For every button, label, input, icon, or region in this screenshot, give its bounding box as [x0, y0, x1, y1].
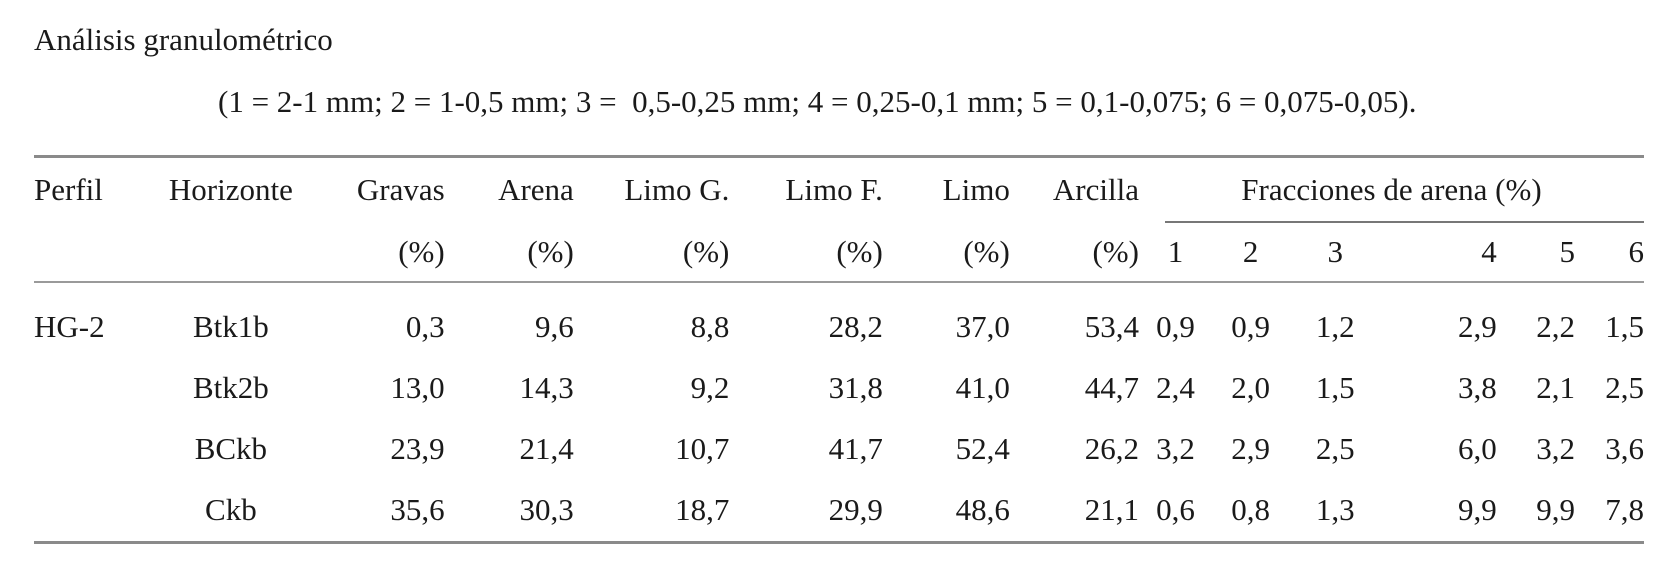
cell-arcilla: 44,7 — [1084, 370, 1139, 405]
fraction-number-5: 5 — [1559, 233, 1576, 269]
cell-fraction-3: 1,3 — [1315, 492, 1355, 527]
header-limo: Limo — [942, 172, 1010, 207]
cell-limo-g: 18,7 — [675, 492, 730, 527]
cell-fraction-2: 2,0 — [1231, 370, 1270, 405]
cell-fraction-6: 2,5 — [1605, 370, 1644, 405]
header-perfil: Perfil — [34, 172, 103, 207]
unit-limo: (%) — [963, 233, 1010, 269]
cell-limo-f: 41,7 — [828, 431, 883, 466]
cell-limo-g: 9,2 — [690, 370, 730, 405]
cell-fraction-5: 3,2 — [1536, 431, 1576, 466]
fraction-number-1: 1 — [1167, 233, 1184, 269]
cell-fraction-1: 3,2 — [1156, 431, 1195, 466]
top-rule — [34, 155, 1644, 158]
table-row: Btk2b 13,0 14,3 9,2 31,8 41,0 44,7 2,4 2… — [34, 357, 1644, 418]
fraction-number-2: 2 — [1242, 233, 1259, 269]
header-row-1: Perfil Horizonte Gravas Arena Limo G. Li… — [34, 158, 1644, 221]
header-rule — [34, 281, 1644, 283]
cell-limo-g: 8,8 — [690, 309, 730, 344]
cell-perfil — [34, 357, 140, 418]
header-gravas: Gravas — [356, 172, 445, 207]
cell-limo-f: 29,9 — [828, 492, 883, 527]
cell-perfil: HG-2 — [34, 309, 105, 344]
cell-arcilla: 53,4 — [1084, 309, 1139, 344]
cell-arena: 30,3 — [519, 492, 574, 527]
header-empty-cell — [140, 221, 322, 281]
cell-fraction-4: 6,0 — [1457, 431, 1497, 466]
cell-perfil — [34, 418, 140, 479]
cell-arena: 9,6 — [535, 309, 574, 344]
cell-fraction-3: 1,2 — [1315, 309, 1355, 344]
unit-arcilla: (%) — [1092, 233, 1139, 269]
cell-fraction-5: 2,2 — [1536, 309, 1576, 344]
cell-horizonte: Ckb — [205, 492, 257, 527]
header-horizonte: Horizonte — [168, 172, 293, 207]
cell-arena: 21,4 — [519, 431, 574, 466]
cell-fraction-5: 2,1 — [1536, 370, 1576, 405]
table-subtitle: (1 = 2-1 mm; 2 = 1-0,5 mm; 3 = 0,5-0,25 … — [218, 84, 1417, 119]
cell-limo: 48,6 — [955, 492, 1010, 527]
header-limo-f: Limo F. — [785, 172, 883, 207]
fractions-group-rule — [1165, 221, 1644, 223]
table-row: Ckb 35,6 30,3 18,7 29,9 48,6 21,1 0,6 0,… — [34, 479, 1644, 540]
cell-gravas: 35,6 — [390, 492, 445, 527]
unit-limo-f: (%) — [836, 233, 883, 269]
cell-fraction-4: 3,8 — [1457, 370, 1497, 405]
cell-limo-g: 10,7 — [675, 431, 730, 466]
cell-fraction-2: 0,8 — [1231, 492, 1270, 527]
header-arcilla: Arcilla — [1052, 172, 1139, 207]
cell-fraction-5: 9,9 — [1536, 492, 1576, 527]
cell-horizonte: BCkb — [194, 431, 268, 466]
cell-arena: 14,3 — [519, 370, 574, 405]
cell-fraction-6: 7,8 — [1605, 492, 1644, 527]
fraction-number-4: 4 — [1481, 233, 1497, 269]
table-row: BCkb 23,9 21,4 10,7 41,7 52,4 26,2 3,2 2… — [34, 418, 1644, 479]
bottom-rule — [34, 541, 1644, 544]
header-row-2: (%) (%) (%) (%) (%) (%) 1 2 3 4 5 6 — [34, 221, 1644, 281]
header-arena: Arena — [498, 172, 574, 207]
cell-gravas: 0,3 — [405, 309, 445, 344]
unit-gravas: (%) — [398, 233, 445, 269]
cell-limo: 41,0 — [955, 370, 1010, 405]
cell-arcilla: 26,2 — [1084, 431, 1139, 466]
unit-limo-g: (%) — [682, 233, 730, 269]
granulometry-table: Perfil Horizonte Gravas Arena Limo G. Li… — [34, 158, 1644, 540]
table-title: Análisis granulométrico — [34, 22, 333, 57]
cell-arcilla: 21,1 — [1084, 492, 1139, 527]
header-fracciones: Fracciones de arena (%) — [1241, 172, 1542, 207]
cell-fraction-4: 9,9 — [1457, 492, 1497, 527]
cell-fraction-1: 2,4 — [1156, 370, 1195, 405]
cell-fraction-3: 1,5 — [1315, 370, 1355, 405]
fraction-number-6: 6 — [1628, 233, 1645, 269]
cell-fraction-3: 2,5 — [1315, 431, 1355, 466]
header-limo-g: Limo G. — [624, 172, 730, 207]
cell-fraction-2: 0,9 — [1231, 309, 1270, 344]
spacer-row — [34, 281, 1644, 296]
cell-gravas: 23,9 — [390, 431, 445, 466]
cell-fraction-6: 3,6 — [1605, 431, 1644, 466]
cell-limo: 52,4 — [955, 431, 1010, 466]
cell-horizonte: Btk2b — [192, 370, 269, 405]
cell-fraction-6: 1,5 — [1605, 309, 1644, 344]
cell-limo-f: 28,2 — [828, 309, 883, 344]
cell-limo: 37,0 — [955, 309, 1010, 344]
cell-fraction-1: 0,6 — [1156, 492, 1195, 527]
cell-fraction-2: 2,9 — [1231, 431, 1270, 466]
cell-horizonte: Btk1b — [192, 309, 269, 344]
cell-gravas: 13,0 — [390, 370, 445, 405]
cell-fraction-4: 2,9 — [1457, 309, 1497, 344]
cell-perfil — [34, 479, 140, 540]
cell-fraction-1: 0,9 — [1156, 309, 1195, 344]
header-empty-cell — [34, 221, 140, 281]
fraction-number-3: 3 — [1327, 233, 1344, 269]
table-row: HG-2 Btk1b 0,3 9,6 8,8 28,2 37,0 53,4 0,… — [34, 296, 1644, 357]
cell-limo-f: 31,8 — [828, 370, 883, 405]
unit-arena: (%) — [527, 233, 574, 269]
